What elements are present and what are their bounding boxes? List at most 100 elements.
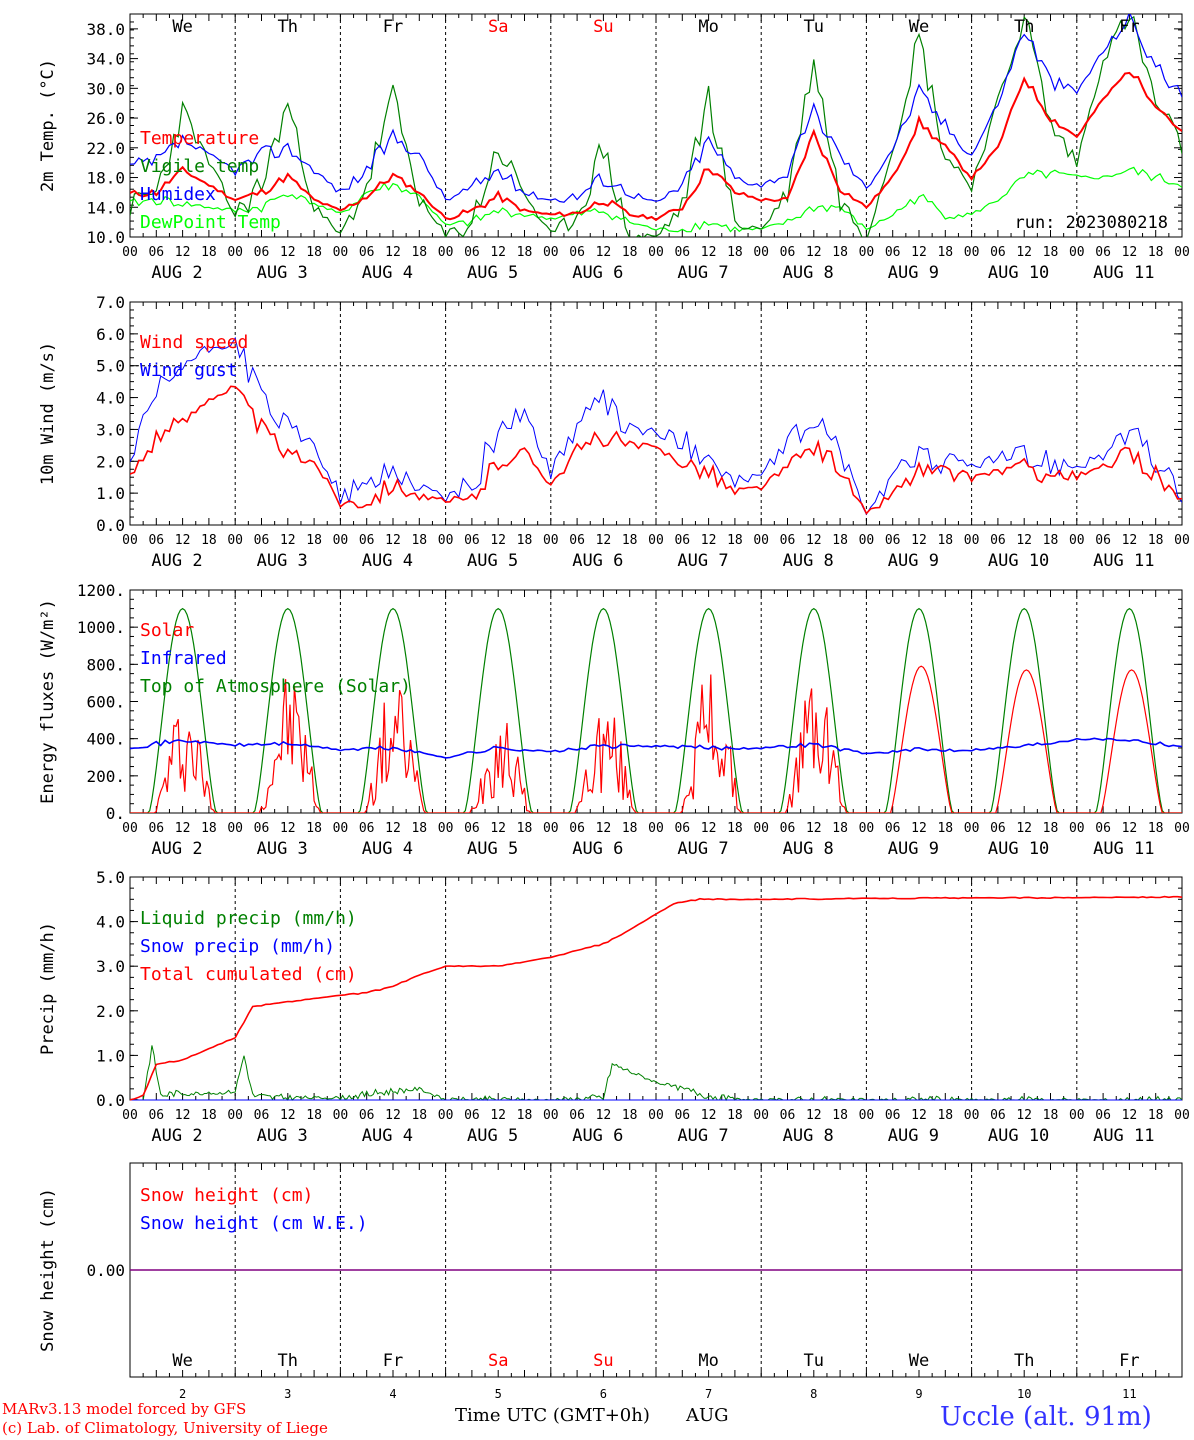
wind-panel: 0.0 1.0 2.0 3.0 4.0 5.0 6.0 7.0 10m Wind (m/s) Wi…	[38, 293, 1190, 571]
precip-legend-entry: Total cumulated (cm)	[140, 964, 357, 985]
temp-hour-label: 06	[674, 245, 690, 260]
wind-hour-label: 06	[780, 533, 796, 548]
temp-hour-label: 18	[201, 245, 217, 260]
precip-hour-label: 12	[701, 1108, 717, 1123]
temp-hour-label: 12	[385, 245, 401, 260]
precip-date-label: AUG 5	[467, 1126, 518, 1146]
precip-hour-label: 18	[517, 1108, 533, 1123]
wind-hour-label: 18	[622, 533, 638, 548]
wind-hour-label: 06	[990, 533, 1006, 548]
temp-hour-label: 00	[1069, 245, 1085, 260]
energy-y-tick-label: 600.	[86, 693, 125, 712]
wind-date-label: AUG 2	[151, 551, 202, 571]
wind-hour-label: 18	[1148, 533, 1164, 548]
snow-weekday-label: We	[172, 1351, 192, 1371]
energy-hour-label: 00	[333, 821, 349, 836]
wind-hour-label: 18	[832, 533, 848, 548]
wind-legend-entry: Wind gust	[140, 360, 238, 381]
temp-hour-label: 12	[175, 245, 191, 260]
precip-date-label: AUG 3	[257, 1126, 308, 1146]
wind-hour-label: 12	[280, 533, 296, 548]
precip-hour-label: 18	[1043, 1108, 1059, 1123]
day-number-label: 9	[915, 1387, 922, 1401]
temp-date-label: AUG 4	[362, 263, 413, 283]
energy-hour-label: 06	[990, 821, 1006, 836]
temp-series-dewpoint-temp	[130, 166, 1182, 233]
temp-hour-label: 18	[517, 245, 533, 260]
energy-frame	[129, 589, 1183, 814]
wind-hour-label: 18	[306, 533, 322, 548]
time-axis-label: Time UTC (GMT+0h)	[455, 1405, 650, 1426]
day-number-label: 2	[179, 1387, 186, 1401]
precip-hour-label: 06	[674, 1108, 690, 1123]
precip-hour-label: 12	[490, 1108, 506, 1123]
precip-date-label: AUG 4	[362, 1126, 413, 1146]
precip-hour-label: 06	[464, 1108, 480, 1123]
precip-hour-label: 00	[333, 1108, 349, 1123]
wind-hour-label: 06	[569, 533, 585, 548]
temp-date-label: AUG 7	[677, 263, 728, 283]
energy-hour-label: 18	[411, 821, 427, 836]
temp-hour-label: 18	[1148, 245, 1164, 260]
snow-weekday-label: Fr	[383, 1351, 403, 1371]
precip-hour-label: 18	[937, 1108, 953, 1123]
precip-hour-label: 06	[1095, 1108, 1111, 1123]
temp-hour-label: 18	[937, 245, 953, 260]
precip-hour-label: 00	[227, 1108, 243, 1123]
energy-hour-label: 00	[543, 821, 559, 836]
precip-hour-label: 00	[543, 1108, 559, 1123]
precip-hour-label: 12	[1016, 1108, 1032, 1123]
wind-hour-label: 12	[596, 533, 612, 548]
precip-hour-label: 18	[411, 1108, 427, 1123]
temp-hour-label: 00	[648, 245, 664, 260]
wind-frame	[129, 301, 1183, 526]
temp-frame	[129, 13, 1183, 238]
temp-hour-label: 06	[569, 245, 585, 260]
precip-date-label: AUG 2	[151, 1126, 202, 1146]
temp-hour-label: 12	[490, 245, 506, 260]
wind-hour-label: 12	[806, 533, 822, 548]
energy-y-tick-label: 200.	[86, 767, 125, 786]
precip-hour-label: 00	[438, 1108, 454, 1123]
wind-hour-label: 12	[1016, 533, 1032, 548]
temp-hour-label: 06	[780, 245, 796, 260]
wind-hour-label: 06	[254, 533, 270, 548]
energy-y-axis-label: Energy fluxes (W/m²)	[38, 599, 58, 804]
precip-date-label: AUG 8	[783, 1126, 834, 1146]
energy-hour-label: 06	[885, 821, 901, 836]
energy-hour-label: 18	[622, 821, 638, 836]
temp-legend-entry: Temperature	[140, 128, 259, 149]
wind-legend-entry: Wind speed	[140, 332, 248, 353]
wind-hour-label: 00	[964, 533, 980, 548]
wind-y-tick-label: 1.0	[96, 484, 125, 503]
wind-date-label: AUG 11	[1093, 551, 1154, 571]
precip-y-tick-label: 1.0	[96, 1046, 125, 1065]
precip-hour-label: 00	[648, 1108, 664, 1123]
energy-hour-label: 12	[1122, 821, 1138, 836]
precip-date-label: AUG 6	[572, 1126, 623, 1146]
energy-hour-label: 12	[596, 821, 612, 836]
day-number-label: 4	[389, 1387, 396, 1401]
precip-date-label: AUG 10	[988, 1126, 1049, 1146]
wind-hour-label: 00	[543, 533, 559, 548]
energy-date-label: AUG 10	[988, 839, 1049, 859]
temp-hour-label: 18	[622, 245, 638, 260]
wind-hour-label: 12	[1122, 533, 1138, 548]
temp-y-tick-label: 18.0	[86, 169, 125, 188]
energy-series-toa-solar	[130, 607, 1182, 813]
temp-y-tick-label: 34.0	[86, 50, 125, 69]
temp-hour-label: 18	[727, 245, 743, 260]
precip-hour-label: 12	[385, 1108, 401, 1123]
precip-hour-label: 06	[569, 1108, 585, 1123]
energy-hour-label: 06	[464, 821, 480, 836]
temp-hour-label: 00	[753, 245, 769, 260]
energy-hour-label: 18	[727, 821, 743, 836]
wind-date-label: AUG 10	[988, 551, 1049, 571]
wind-hour-label: 18	[201, 533, 217, 548]
temp-legend-entry: Humidex	[140, 184, 216, 205]
temp-hour-label: 18	[1043, 245, 1059, 260]
precip-hour-label: 18	[201, 1108, 217, 1123]
snow-legend-entry: Snow height (cm)	[140, 1185, 313, 1206]
wind-date-label: AUG 3	[257, 551, 308, 571]
temp-weekday-label: Sa	[488, 17, 508, 37]
